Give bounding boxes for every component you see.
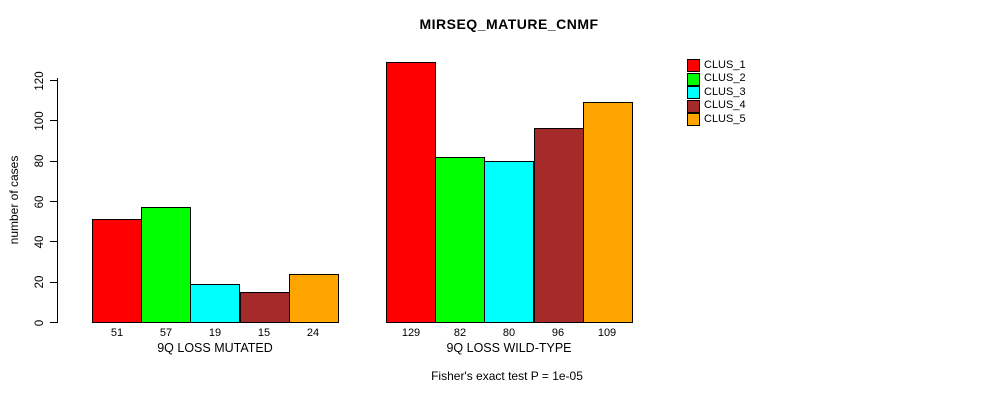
group-label: 9Q LOSS WILD-TYPE <box>446 341 572 355</box>
bar-value-label: 80 <box>502 327 516 339</box>
bar-clus_1 <box>92 219 142 323</box>
bar-clus_4 <box>240 292 290 323</box>
legend-label: CLUS_4 <box>704 99 746 111</box>
bar-clus_2 <box>141 207 191 323</box>
bar-clus_5 <box>583 102 633 323</box>
y-axis-label: number of cases <box>7 155 21 245</box>
bar-value-label: 19 <box>208 327 222 339</box>
bar-value-label: 109 <box>597 327 617 339</box>
bar-clus_3 <box>484 161 534 323</box>
y-tick-label: 40 <box>34 235 46 249</box>
legend-swatch-clus_2 <box>687 72 700 86</box>
y-tick-label: 120 <box>34 70 46 91</box>
y-tick-label: 60 <box>34 195 46 208</box>
y-tick-label: 80 <box>34 154 46 168</box>
bar-value-label: 57 <box>159 327 173 339</box>
y-tick-label: 20 <box>34 275 46 289</box>
chart-title: MIRSEQ_MATURE_CNMF <box>419 16 599 32</box>
bar-value-label: 24 <box>306 327 320 339</box>
legend-label: CLUS_3 <box>704 85 746 98</box>
bar-value-label: 82 <box>453 327 467 339</box>
bar-clus_1 <box>386 62 436 323</box>
bar-value-label: 129 <box>401 327 421 339</box>
y-tick <box>50 201 57 202</box>
legend-swatch-clus_1 <box>687 59 700 72</box>
legend-swatch-clus_4 <box>687 99 700 113</box>
y-tick-label: 100 <box>34 111 46 131</box>
footer-text: Fisher's exact test P = 1e-05 <box>431 369 583 383</box>
bar-clus_4 <box>534 128 584 323</box>
legend-label: CLUS_5 <box>704 112 746 125</box>
group-label: 9Q LOSS MUTATED <box>157 341 273 355</box>
bar-clus_2 <box>435 157 485 323</box>
y-axis-line <box>57 78 58 323</box>
legend-label: CLUS_1 <box>704 58 746 71</box>
y-tick <box>50 322 57 323</box>
y-tick <box>50 160 57 162</box>
legend-swatch-clus_5 <box>687 113 700 126</box>
legend-label: CLUS_2 <box>704 72 746 84</box>
y-tick <box>50 80 57 81</box>
legend-swatch-clus_3 <box>687 86 700 99</box>
bar-value-label: 51 <box>110 327 124 339</box>
bar-value-label: 15 <box>257 327 271 339</box>
bar-value-label: 96 <box>551 327 565 339</box>
bar-clus_5 <box>289 274 339 323</box>
y-tick <box>50 120 57 122</box>
y-tick <box>50 281 57 283</box>
bar-clus_3 <box>190 284 240 323</box>
y-tick-label: 0 <box>34 319 46 326</box>
y-tick <box>50 241 57 243</box>
